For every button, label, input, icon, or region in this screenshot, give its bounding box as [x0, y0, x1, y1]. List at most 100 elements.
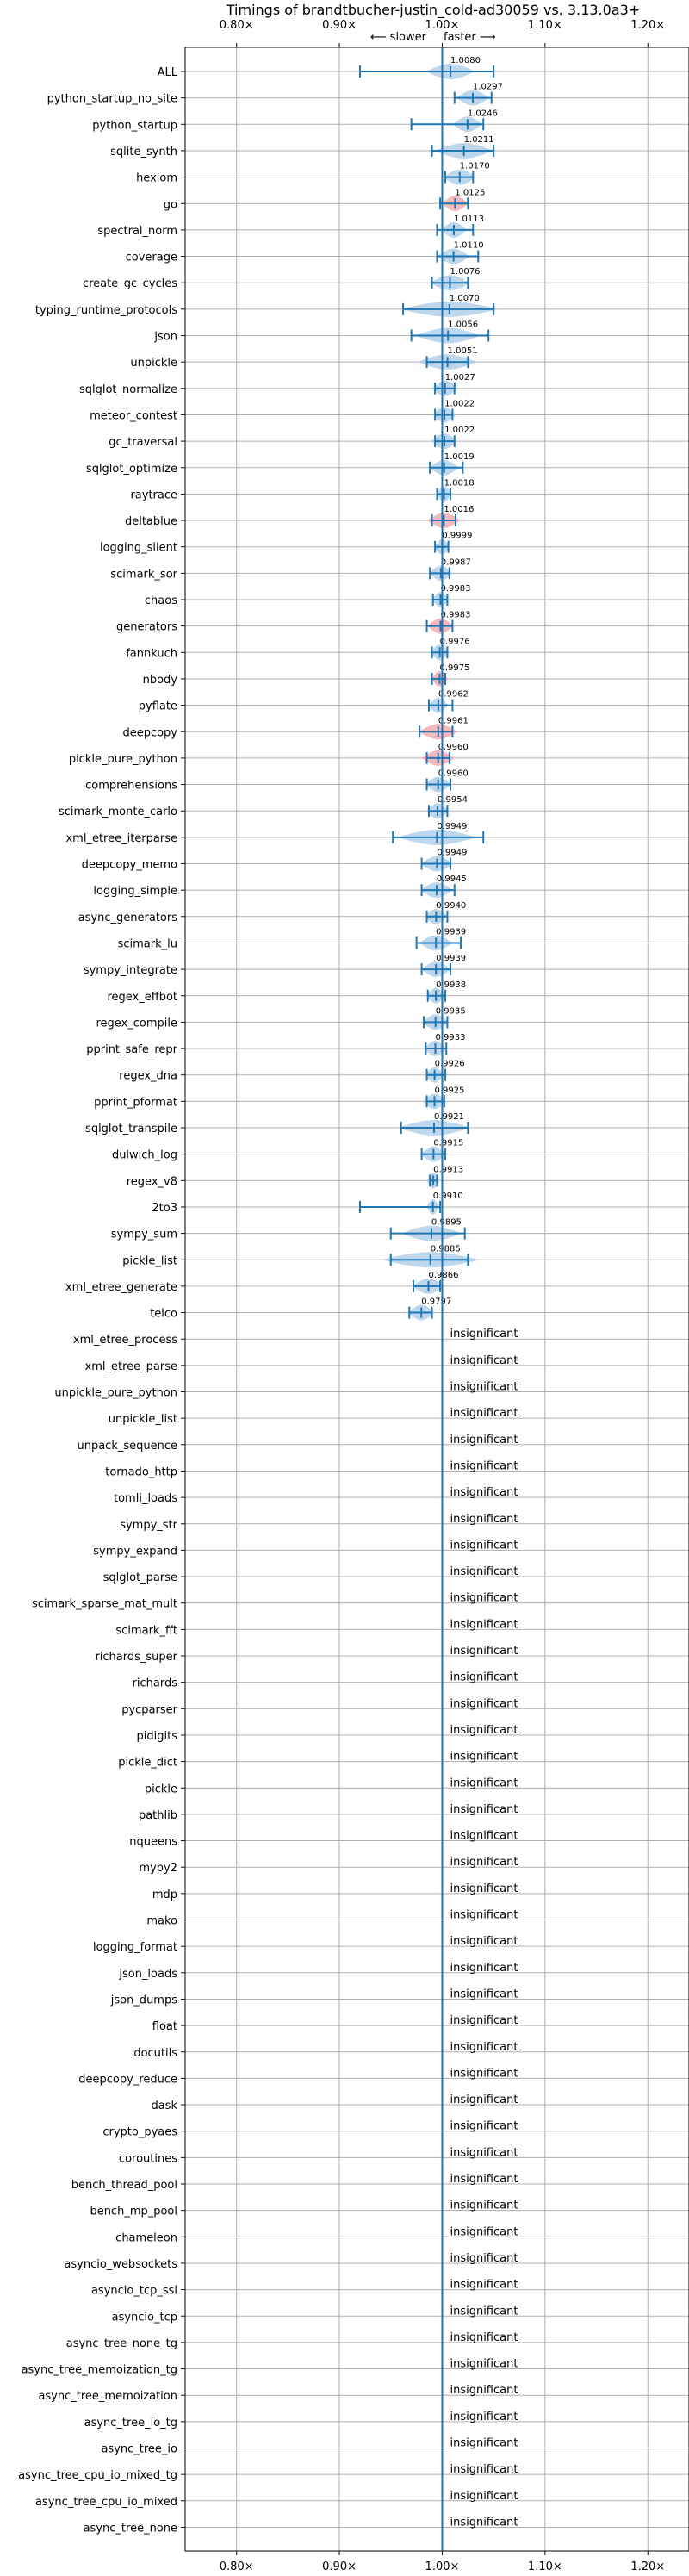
value-label-xml_etree_generate: 0.9866 [428, 1271, 458, 1280]
insignificant-label: insignificant [450, 2120, 518, 2133]
y-tick-label: pickle_list [122, 1254, 177, 1267]
y-tick-label: sympy_str [120, 1519, 177, 1532]
insignificant-label: insignificant [450, 1803, 518, 1816]
value-label-regex_dna: 0.9926 [435, 1060, 465, 1069]
y-tick-label: async_tree_io_tg [84, 2417, 177, 2430]
value-label-sympy_integrate: 0.9939 [436, 954, 466, 963]
value-label-typing_runtime_protocols: 1.0070 [450, 294, 480, 303]
value-label-scimark_lu: 0.9939 [436, 927, 466, 936]
insignificant-label: insignificant [450, 2094, 518, 2106]
y-tick-label: python_startup [92, 119, 177, 132]
y-tick-label: async_tree_io [101, 2443, 177, 2456]
value-label-dulwich_log: 0.9915 [433, 1139, 463, 1148]
value-label-pickle_list: 0.9885 [431, 1244, 461, 1254]
insignificant-label: insignificant [450, 2225, 518, 2238]
y-tick-label: spectral_norm [97, 225, 177, 238]
x-tick-label-bottom: 0.90× [322, 2560, 357, 2573]
insignificant-label: insignificant [450, 1539, 518, 1552]
y-tick-label: xml_etree_generate [65, 1281, 177, 1294]
y-tick-label: sqlglot_parse [103, 1571, 177, 1584]
y-tick-label: pathlib [139, 1809, 177, 1822]
insignificant-label: insignificant [450, 2358, 518, 2371]
y-tick-label: generators [116, 621, 177, 634]
x-tick-label-top: 0.80× [220, 19, 254, 32]
insignificant-label: insignificant [450, 2252, 518, 2265]
y-tick-label: telco [150, 1308, 177, 1321]
insignificant-label: insignificant [450, 2305, 518, 2318]
insignificant-label: insignificant [450, 1354, 518, 1367]
y-tick-label: dask [151, 2100, 177, 2112]
value-label-logging_simple: 0.9945 [437, 874, 467, 884]
y-tick-label: regex_compile [96, 1017, 177, 1030]
insignificant-label: insignificant [450, 1830, 518, 1843]
value-label-scimark_monte_carlo: 0.9954 [438, 795, 468, 805]
value-label-pprint_safe_repr: 0.9933 [435, 1033, 465, 1042]
value-label-async_generators: 0.9940 [436, 901, 466, 911]
top-axis: 0.80× 0.90× 1.00× 1.10× 1.20× [220, 19, 665, 47]
y-tick-label: regex_effbot [107, 991, 177, 1004]
y-tick-label: async_tree_none [84, 2522, 177, 2535]
y-tick-label: create_gc_cycles [83, 277, 177, 290]
value-label-telco: 0.9797 [421, 1297, 451, 1307]
y-tick-label: docutils [133, 2047, 177, 2060]
insignificant-label: insignificant [450, 2463, 518, 2476]
y-tick-label: scimark_fft [115, 1624, 177, 1637]
insignificant-label: insignificant [450, 2384, 518, 2397]
y-tick-label: asyncio_websockets [64, 2258, 177, 2271]
y-tick-label: mypy2 [139, 1862, 177, 1875]
y-tick-label: scimark_lu [118, 937, 177, 950]
x-tick-label-top: 1.00× [425, 19, 460, 32]
value-label-pickle_pure_python: 0.9960 [438, 743, 469, 752]
value-label-deepcopy_memo: 0.9949 [437, 849, 467, 858]
value-label-chaos: 0.9983 [440, 584, 470, 594]
y-tick-label: sympy_integrate [84, 964, 177, 977]
x-tick-label-top: 1.10× [528, 19, 562, 32]
y-tick-label: unpickle [130, 357, 177, 370]
x-tick-label-bottom: 1.00× [425, 2560, 460, 2573]
value-label-spectral_norm: 1.0113 [454, 215, 484, 224]
insignificant-label: insignificant [450, 1618, 518, 1631]
insignificant-label: insignificant [450, 1513, 518, 1526]
faster-annotation: faster ⟶ [444, 31, 496, 44]
y-tick-label: coroutines [119, 2152, 177, 2165]
y-tick-label: pyflate [139, 700, 177, 713]
insignificant-label: insignificant [450, 1671, 518, 1684]
y-tick-label: pidigits [137, 1730, 178, 1743]
y-tick-label: dulwich_log [112, 1149, 177, 1162]
insignificant-label: insignificant [450, 1645, 518, 1658]
y-tick-label: logging_format [93, 1941, 177, 1954]
insignificant-label: insignificant [450, 1909, 518, 1922]
y-tick-label: richards_super [95, 1651, 177, 1664]
y-tick-label: float [152, 2020, 177, 2033]
y-tick-label: async_tree_cpu_io_mixed_tg [18, 2469, 177, 2482]
y-tick-label: pickle_dict [118, 1757, 177, 1770]
y-tick-label: pycparser [121, 1703, 177, 1716]
value-label-logging_silent: 0.9999 [442, 532, 472, 541]
y-tick-label: logging_simple [93, 885, 177, 898]
y-tick-label: sqlglot_normalize [79, 383, 177, 396]
value-label-comprehensions: 0.9960 [438, 769, 469, 779]
bottom-axis: 0.80× 0.90× 1.00× 1.10× 1.20× [220, 2551, 665, 2573]
y-tick-label: logging_silent [100, 542, 177, 555]
value-label-json: 1.0056 [448, 320, 478, 330]
y-tick-label: tomli_loads [114, 1492, 177, 1505]
insignificant-label: insignificant [450, 1328, 518, 1341]
insignificant-label: insignificant [450, 2331, 518, 2344]
y-tick-label: asyncio_tcp [112, 2311, 177, 2324]
y-tick-label: bench_mp_pool [90, 2206, 177, 2218]
y-tick-label: regex_dna [119, 1070, 177, 1083]
y-tick-label: deltablue [125, 515, 177, 528]
value-label-python_startup_no_site: 1.0297 [473, 83, 503, 92]
value-label-sqlglot_normalize: 1.0027 [445, 373, 475, 383]
y-tick-label: nqueens [129, 1836, 177, 1849]
value-label-sqlglot_transpile: 0.9921 [434, 1112, 464, 1122]
insignificant-label: insignificant [450, 1459, 518, 1472]
y-tick-label: coverage [126, 252, 177, 264]
value-label-deltablue: 1.0016 [444, 505, 474, 514]
y-tick-label: sqlglot_optimize [86, 463, 177, 476]
value-label-2to3: 0.9910 [433, 1192, 463, 1201]
value-label-sympy_sum: 0.9895 [431, 1218, 462, 1228]
insignificant-label: insignificant [450, 1724, 518, 1737]
y-tick-label: json_loads [118, 1968, 177, 1981]
insignificant-label: insignificant [450, 1962, 518, 1975]
